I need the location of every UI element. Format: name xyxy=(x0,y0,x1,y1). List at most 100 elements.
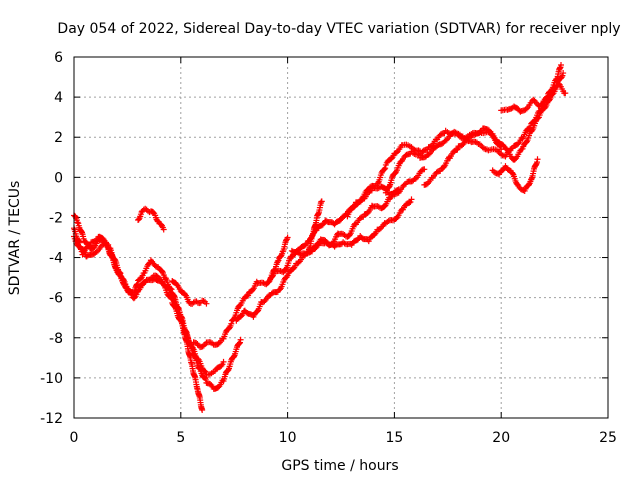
data-point xyxy=(168,295,175,302)
data-point xyxy=(534,156,541,163)
data-point xyxy=(393,149,400,156)
series-track-6 xyxy=(190,141,424,351)
data-point xyxy=(150,209,157,216)
y-tick-label: -6 xyxy=(49,291,63,307)
data-point xyxy=(230,353,237,360)
data-point xyxy=(295,259,302,266)
data-point xyxy=(245,292,252,299)
x-tick-label: 5 xyxy=(176,430,185,446)
x-tick-label: 15 xyxy=(385,430,403,446)
data-point xyxy=(283,265,290,272)
plot-border xyxy=(73,56,609,419)
y-tick-label: 2 xyxy=(54,130,63,146)
data-point xyxy=(318,198,325,205)
data-point xyxy=(274,258,281,265)
y-tick-label: -4 xyxy=(49,251,63,267)
x-tick-label: 25 xyxy=(599,430,617,446)
y-tick-label: -2 xyxy=(49,210,63,226)
data-point xyxy=(160,226,167,233)
data-point xyxy=(558,62,565,69)
data-point xyxy=(560,70,567,77)
data-point xyxy=(183,330,190,337)
y-tick-label: 4 xyxy=(54,90,63,106)
x-tick-label: 0 xyxy=(70,430,79,446)
data-point xyxy=(72,213,79,220)
data-point xyxy=(203,300,210,307)
data-point xyxy=(375,180,382,187)
series-track-15 xyxy=(489,156,541,194)
data-point xyxy=(87,242,94,249)
data-point xyxy=(382,165,389,172)
series-track-3 xyxy=(71,233,227,378)
y-tick-label: -12 xyxy=(40,411,63,427)
x-tick-label: 20 xyxy=(492,430,510,446)
grid-lines xyxy=(74,57,608,418)
data-point xyxy=(199,406,206,413)
data-point xyxy=(284,234,291,241)
y-tick-label: -8 xyxy=(49,331,63,347)
data-point xyxy=(228,320,235,327)
data-point xyxy=(236,339,243,346)
data-point xyxy=(503,146,510,153)
data-point xyxy=(357,198,364,205)
series-track-10 xyxy=(288,196,415,258)
data-point xyxy=(525,181,532,188)
data-point xyxy=(269,273,276,280)
data-point xyxy=(167,294,174,301)
series-track-11 xyxy=(344,166,428,220)
data-point xyxy=(236,340,243,347)
x-axis-label: GPS time / hours xyxy=(281,458,398,474)
data-point xyxy=(279,248,286,255)
data-point xyxy=(137,275,144,282)
data-point xyxy=(202,376,209,383)
data-point xyxy=(406,199,413,206)
data-point xyxy=(549,91,556,98)
data-point xyxy=(74,219,81,226)
chart-title: Day 054 of 2022, Sidereal Day-to-day VTE… xyxy=(57,21,620,37)
data-point xyxy=(355,236,362,243)
data-point xyxy=(562,90,569,97)
data-point xyxy=(509,170,516,177)
series-track-5 xyxy=(169,278,210,307)
series-track-12 xyxy=(382,62,565,196)
y-axis-label: SDTVAR / TECUs xyxy=(7,181,23,296)
data-point xyxy=(166,286,173,293)
data-point xyxy=(352,203,359,210)
data-point xyxy=(202,368,209,375)
data-point xyxy=(454,146,461,153)
x-tick-label: 10 xyxy=(279,430,297,446)
series-track-4 xyxy=(135,205,167,233)
data-point xyxy=(131,294,138,301)
data-point xyxy=(220,358,227,365)
data-point xyxy=(261,298,268,305)
data-point xyxy=(371,231,378,238)
y-tick-label: 6 xyxy=(54,50,63,66)
y-tick-label: 0 xyxy=(54,170,63,186)
series-track-14 xyxy=(421,125,505,188)
axis-ticks: 0 5 10 15 20 25 -12 -10 -8 -6 -4 -2 0 2 4 6 xyxy=(40,50,617,446)
data-point xyxy=(225,366,232,373)
series-track-9 xyxy=(305,198,325,253)
data-point xyxy=(202,375,209,382)
series-track-7 xyxy=(233,186,402,324)
data-point xyxy=(393,215,400,222)
data-point xyxy=(388,155,395,162)
data-point xyxy=(497,143,504,150)
data-point xyxy=(177,317,184,324)
data-point xyxy=(498,146,505,153)
data-point xyxy=(381,166,388,173)
data-point xyxy=(407,199,414,206)
data-point xyxy=(319,221,326,228)
series-track-8 xyxy=(267,234,291,282)
data-point xyxy=(93,248,100,255)
data-point xyxy=(408,196,415,203)
data-point xyxy=(514,181,521,188)
data-point xyxy=(496,142,503,149)
data-point xyxy=(237,336,244,343)
data-points xyxy=(71,62,569,413)
data-point xyxy=(182,291,189,298)
data-point xyxy=(351,204,358,211)
data-point xyxy=(536,103,543,110)
series-track-16 xyxy=(498,80,569,115)
